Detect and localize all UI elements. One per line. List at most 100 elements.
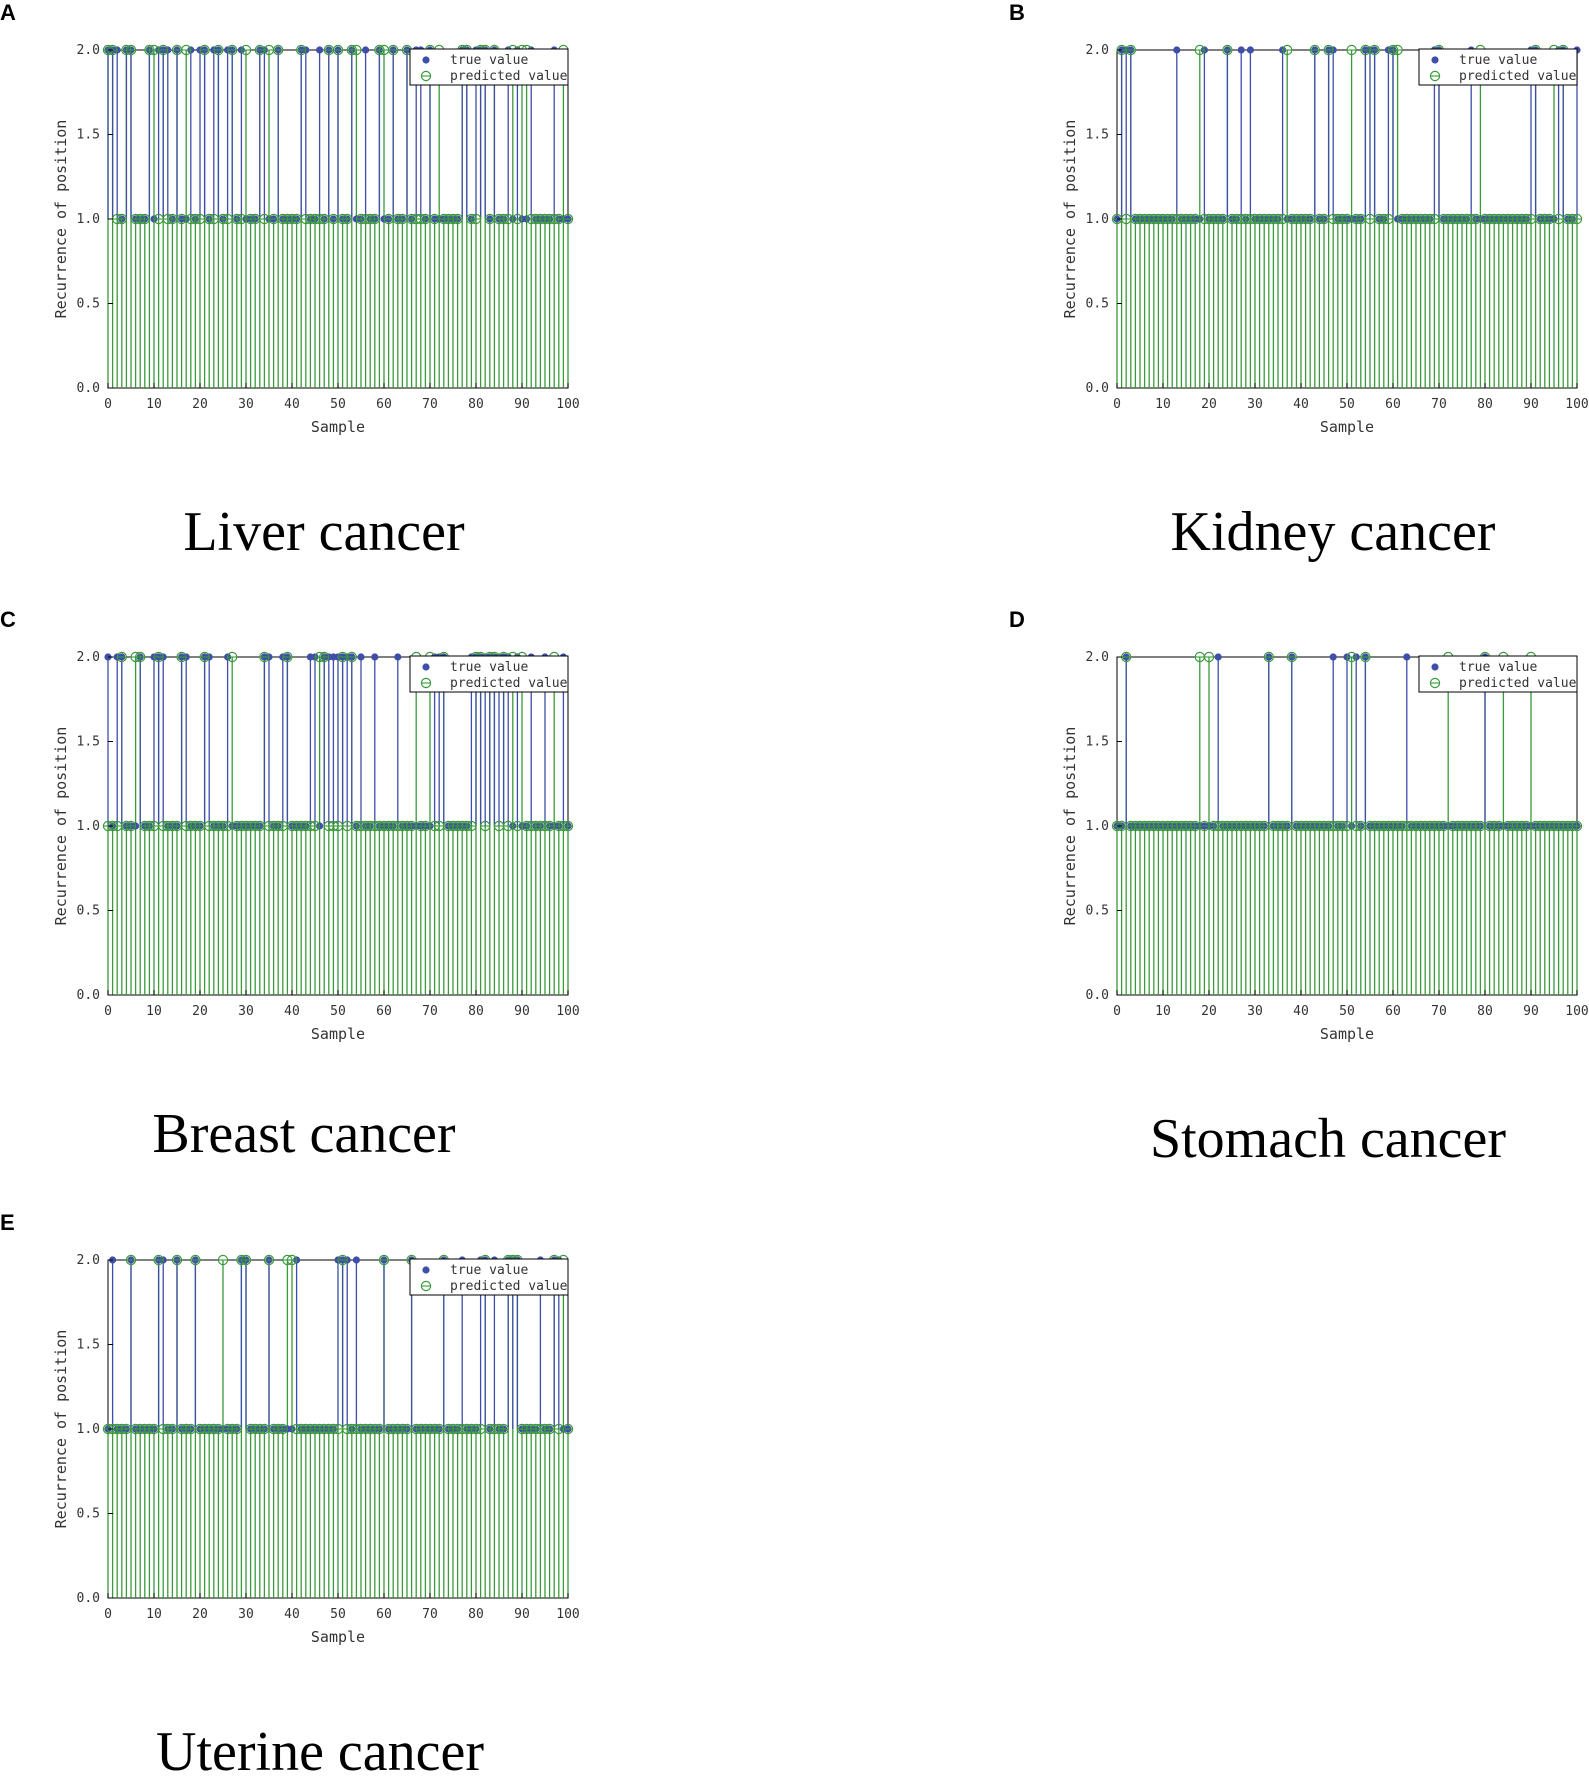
predicted-value-point bbox=[1263, 651, 1274, 663]
y-tick-label: 2.0 bbox=[1086, 650, 1109, 665]
y-tick-label: 0.0 bbox=[1086, 988, 1109, 1003]
true-value-point bbox=[1246, 46, 1254, 54]
legend-true-marker bbox=[422, 663, 430, 671]
legend-predicted-label: predicted value bbox=[1459, 69, 1577, 84]
x-tick-label: 20 bbox=[192, 397, 208, 412]
x-tick-label: 100 bbox=[556, 1004, 579, 1019]
x-tick-label: 60 bbox=[1385, 397, 1401, 412]
x-tick-label: 90 bbox=[1523, 1004, 1539, 1019]
x-tick-label: 30 bbox=[238, 397, 254, 412]
x-tick-label: 50 bbox=[330, 1004, 346, 1019]
true-value-point bbox=[362, 46, 370, 54]
x-tick-label: 90 bbox=[514, 1004, 530, 1019]
x-axis-label: Sample bbox=[1320, 1025, 1374, 1043]
stem-plot-uterine: 0.0 0.5 1.0 1.5 2.0 0 10 20 30 40 50 60 70 80 90 100 Sam… bbox=[52, 1253, 580, 1646]
panel-d: D 0.0 0.5 1.0 1.5 2.0 0 10 20 30 40 50 60 70 80 90 100 S… bbox=[1009, 607, 1589, 1170]
x-tick-label: 70 bbox=[422, 1607, 438, 1622]
x-tick-label: 10 bbox=[1155, 1004, 1171, 1019]
legend-box bbox=[409, 655, 569, 693]
stem-plot-breast: 0.0 0.5 1.0 1.5 2.0 0 10 20 30 40 50 60 70 80 90 100 Sam… bbox=[52, 650, 580, 1043]
y-axis-label: Recurrence of position bbox=[52, 1330, 70, 1529]
legend-true-label: true value bbox=[1459, 660, 1537, 675]
x-tick-label: 0 bbox=[104, 1004, 112, 1019]
markers bbox=[102, 44, 574, 225]
y-tick-label: 0.0 bbox=[77, 1591, 100, 1606]
legend-predicted-label: predicted value bbox=[450, 1279, 568, 1294]
stem-plot-liver: 0.0 0.5 1.0 1.5 2.0 0 10 20 30 40 50 60 70 80 90 100 Sam… bbox=[52, 43, 580, 436]
x-tick-label: 40 bbox=[1293, 1004, 1309, 1019]
x-tick-label: 70 bbox=[1431, 1004, 1447, 1019]
x-tick-label: 80 bbox=[468, 1607, 484, 1622]
y-tick-label: 1.5 bbox=[1086, 128, 1109, 143]
y-tick-label: 0.0 bbox=[1086, 381, 1109, 396]
x-tick-label: 100 bbox=[1565, 397, 1588, 412]
markers bbox=[1111, 44, 1583, 225]
predicted-stems bbox=[1116, 657, 1578, 995]
y-axis-label: Recurrence of position bbox=[1061, 727, 1079, 926]
true-value-point bbox=[371, 653, 379, 661]
x-tick-label: 50 bbox=[330, 1607, 346, 1622]
panel-caption: Uterine cancer bbox=[156, 1721, 484, 1783]
x-tick-label: 80 bbox=[1477, 397, 1493, 412]
legend-predicted-label: predicted value bbox=[450, 676, 568, 691]
y-tick-label: 1.0 bbox=[1086, 212, 1109, 227]
x-tick-label: 20 bbox=[1201, 397, 1217, 412]
x-tick-label: 0 bbox=[1113, 397, 1121, 412]
x-tick-label: 60 bbox=[376, 1607, 392, 1622]
stem-plot-kidney: 0.0 0.5 1.0 1.5 2.0 0 10 20 30 40 50 60 70 80 90 100 Sam… bbox=[1061, 43, 1589, 436]
stem-plot-stomach: 0.0 0.5 1.0 1.5 2.0 0 10 20 30 40 50 60 70 80 90 100 Sam… bbox=[1061, 650, 1589, 1043]
legend-predicted-label: predicted value bbox=[450, 69, 568, 84]
true-value-point bbox=[1237, 46, 1245, 54]
y-axis-label: Recurrence of position bbox=[1061, 120, 1079, 319]
y-tick-label: 1.5 bbox=[1086, 735, 1109, 750]
x-tick-label: 60 bbox=[376, 1004, 392, 1019]
x-tick-label: 100 bbox=[556, 1607, 579, 1622]
x-tick-label: 20 bbox=[1201, 1004, 1217, 1019]
y-axis-label: Recurrence of position bbox=[52, 727, 70, 926]
panel-caption: Breast cancer bbox=[152, 1103, 456, 1165]
true-value-point bbox=[352, 1256, 360, 1264]
y-tick-label: 2.0 bbox=[77, 43, 100, 58]
y-tick-label: 1.5 bbox=[77, 1338, 100, 1353]
panel-caption: Kidney cancer bbox=[1170, 501, 1496, 563]
x-axis-label: Sample bbox=[311, 1628, 365, 1646]
x-axis-label: Sample bbox=[1320, 418, 1374, 436]
x-tick-label: 70 bbox=[422, 397, 438, 412]
x-tick-label: 30 bbox=[238, 1004, 254, 1019]
y-tick-label: 0.5 bbox=[77, 297, 100, 312]
x-tick-label: 100 bbox=[1565, 1004, 1588, 1019]
panel-letter: A bbox=[0, 0, 16, 25]
x-tick-label: 20 bbox=[192, 1607, 208, 1622]
y-tick-label: 1.0 bbox=[1086, 819, 1109, 834]
x-tick-label: 70 bbox=[1431, 397, 1447, 412]
y-tick-label: 2.0 bbox=[1086, 43, 1109, 58]
x-tick-label: 30 bbox=[1247, 1004, 1263, 1019]
x-tick-label: 10 bbox=[146, 1004, 162, 1019]
legend-true-label: true value bbox=[1459, 53, 1537, 68]
y-tick-label: 2.0 bbox=[77, 1253, 100, 1268]
x-tick-label: 70 bbox=[422, 1004, 438, 1019]
x-tick-label: 10 bbox=[1155, 397, 1171, 412]
x-tick-label: 100 bbox=[556, 397, 579, 412]
legend-true-marker bbox=[1431, 663, 1439, 671]
true-value-point bbox=[357, 653, 365, 661]
panel-caption: Liver cancer bbox=[183, 501, 465, 563]
legend-box bbox=[1418, 48, 1578, 86]
panel-letter: E bbox=[0, 1210, 15, 1235]
x-tick-label: 40 bbox=[284, 397, 300, 412]
y-tick-label: 1.0 bbox=[77, 212, 100, 227]
legend-true-label: true value bbox=[450, 660, 528, 675]
x-tick-label: 80 bbox=[1477, 1004, 1493, 1019]
markers bbox=[102, 1254, 574, 1435]
x-tick-label: 90 bbox=[514, 1607, 530, 1622]
x-tick-label: 50 bbox=[330, 397, 346, 412]
x-tick-label: 60 bbox=[1385, 1004, 1401, 1019]
x-tick-label: 20 bbox=[192, 1004, 208, 1019]
panel-e: E 0.0 0.5 1.0 1.5 2.0 0 10 20 30 40 50 60 70 80 90 100 S… bbox=[0, 1210, 680, 1783]
y-axis-label: Recurrence of position bbox=[52, 120, 70, 319]
y-tick-label: 2.0 bbox=[77, 650, 100, 665]
x-tick-label: 50 bbox=[1339, 397, 1355, 412]
predicted-value-point bbox=[1282, 44, 1293, 56]
y-tick-label: 0.5 bbox=[77, 904, 100, 919]
x-tick-label: 10 bbox=[146, 1607, 162, 1622]
